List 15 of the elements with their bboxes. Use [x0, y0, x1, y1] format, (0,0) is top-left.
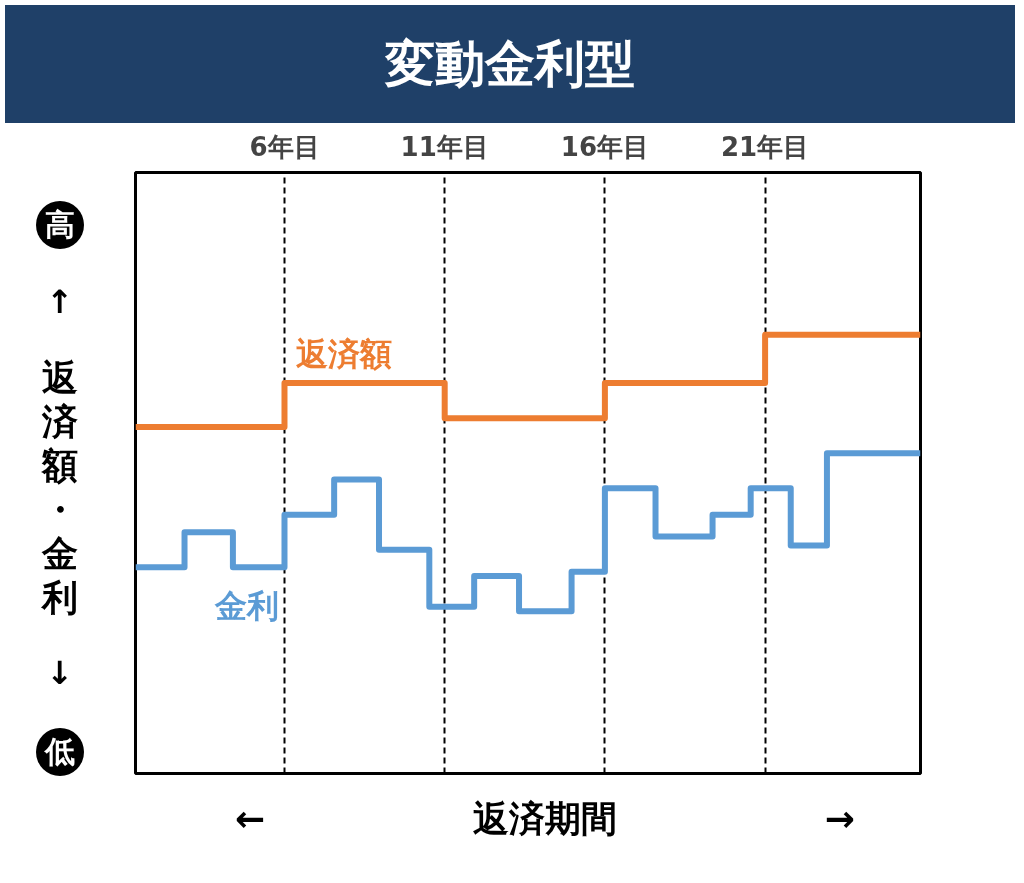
text: →: [824, 797, 855, 841]
x-axis-title: 返済期間: [473, 797, 617, 841]
series-label: 金利: [213, 587, 279, 626]
text: ↓: [46, 653, 74, 695]
x-tick-label: 11年目: [400, 131, 489, 162]
chart-title: 変動金利型: [385, 34, 635, 95]
text: 低: [36, 727, 84, 776]
text: ↑: [46, 281, 74, 323]
series-label: 返済額: [296, 335, 393, 374]
x-tick-label: 6年目: [249, 131, 320, 162]
y-axis-title: 返済額・金利: [42, 356, 78, 621]
text: 高: [36, 201, 84, 249]
x-tick-label: 16年目: [560, 131, 649, 162]
text: ←: [235, 797, 266, 841]
x-tick-label: 21年目: [721, 131, 810, 162]
